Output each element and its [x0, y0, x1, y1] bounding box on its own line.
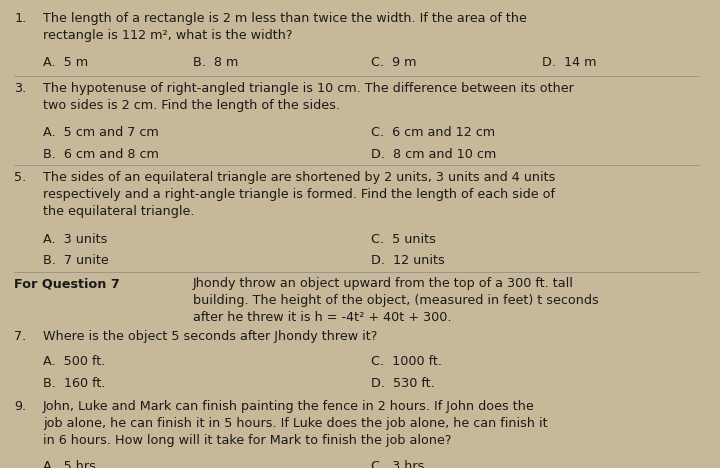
Text: B.  7 unite: B. 7 unite — [42, 254, 109, 267]
Text: A.  5 m: A. 5 m — [42, 57, 88, 69]
Text: Jhondy throw an object upward from the top of a 300 ft. tall
building. The heigh: Jhondy throw an object upward from the t… — [193, 278, 598, 324]
Text: C.  6 cm and 12 cm: C. 6 cm and 12 cm — [371, 126, 495, 139]
Text: A.  5 cm and 7 cm: A. 5 cm and 7 cm — [42, 126, 158, 139]
Text: D.  8 cm and 10 cm: D. 8 cm and 10 cm — [371, 148, 496, 161]
Text: D.  14 m: D. 14 m — [542, 57, 597, 69]
Text: 5.: 5. — [14, 171, 27, 184]
Text: The length of a rectangle is 2 m less than twice the width. If the area of the
r: The length of a rectangle is 2 m less th… — [42, 12, 527, 42]
Text: 1.: 1. — [14, 12, 27, 25]
Text: D.  12 units: D. 12 units — [371, 254, 445, 267]
Text: C.  1000 ft.: C. 1000 ft. — [371, 355, 442, 368]
Text: John, Luke and Mark can finish painting the fence in 2 hours. If John does the
j: John, Luke and Mark can finish painting … — [42, 400, 547, 447]
Text: C.  9 m: C. 9 m — [371, 57, 417, 69]
Text: 3.: 3. — [14, 82, 27, 95]
Text: C.  5 units: C. 5 units — [371, 233, 436, 246]
Text: Where is the object 5 seconds after Jhondy threw it?: Where is the object 5 seconds after Jhon… — [42, 330, 377, 343]
Text: A.  500 ft.: A. 500 ft. — [42, 355, 105, 368]
Text: A.  3 units: A. 3 units — [42, 233, 107, 246]
Text: 7.: 7. — [14, 330, 27, 343]
Text: B.  160 ft.: B. 160 ft. — [42, 377, 105, 389]
Text: B.  8 m: B. 8 m — [193, 57, 238, 69]
Text: D.  530 ft.: D. 530 ft. — [371, 377, 435, 389]
Text: B.  6 cm and 8 cm: B. 6 cm and 8 cm — [42, 148, 158, 161]
Text: For Question 7: For Question 7 — [14, 278, 120, 291]
Text: 9.: 9. — [14, 400, 27, 413]
Text: C.  3 hrs.: C. 3 hrs. — [371, 460, 428, 468]
Text: The sides of an equilateral triangle are shortened by 2 units, 3 units and 4 uni: The sides of an equilateral triangle are… — [42, 171, 555, 218]
Text: The hypotenuse of right-angled triangle is 10 cm. The difference between its oth: The hypotenuse of right-angled triangle … — [42, 82, 574, 112]
Text: A.  5 hrs: A. 5 hrs — [42, 460, 96, 468]
